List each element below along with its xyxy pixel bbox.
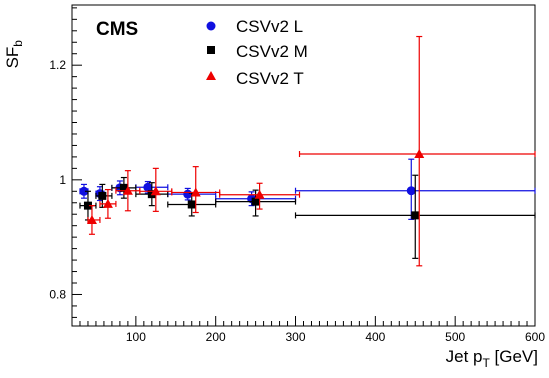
series-csvv2-l	[79, 158, 536, 220]
svg-text:SFb: SFb	[3, 40, 25, 69]
legend-label-csvv2-m: CSVv2 M	[236, 42, 308, 61]
data-point-csvv2-m	[294, 174, 536, 259]
data-point-csvv2-t	[219, 182, 301, 210]
marker-circle	[143, 182, 153, 192]
axes-layer: 100 200 300 400 500 600 0.8 1 1.2	[49, 4, 545, 344]
x-tick-label: 600	[525, 330, 545, 344]
y-axis-title-main: SF	[3, 47, 22, 69]
data-point-csvv2-t	[99, 188, 117, 219]
data-point-csvv2-m	[111, 176, 137, 199]
y-axis-title: SFb	[3, 40, 25, 69]
data-point-csvv2-m	[215, 189, 297, 217]
x-tick-label: 400	[365, 330, 385, 344]
marker-triangle	[254, 189, 265, 199]
legend-entry-csvv2-m: CSVv2 M	[207, 42, 308, 61]
x-tick-label: 500	[445, 330, 465, 344]
data-point-csvv2-m	[79, 190, 97, 221]
marker-triangle	[86, 214, 97, 224]
marker-circle	[406, 186, 416, 196]
marker-triangle	[150, 186, 161, 196]
legend-label-csvv2-t: CSVv2 T	[236, 69, 304, 88]
marker-triangle	[414, 149, 425, 159]
x-tick-label: 300	[286, 330, 306, 344]
x-axis-title-main: Jet p	[446, 347, 483, 366]
legend-entry-csvv2-t: CSVv2 T	[206, 69, 304, 88]
x-tick-label: 200	[206, 330, 226, 344]
data-layer	[79, 35, 536, 267]
y-tick-label: 0.8	[49, 287, 66, 301]
series-csvv2-m	[79, 174, 536, 259]
legend-marker-csvv2-t	[206, 71, 216, 80]
data-point-csvv2-l	[294, 158, 536, 220]
marker-square	[187, 200, 196, 209]
data-point-csvv2-m	[167, 192, 217, 217]
legend-label-csvv2-l: CSVv2 L	[236, 17, 303, 36]
legend-entry-csvv2-l: CSVv2 L	[206, 17, 303, 36]
marker-triangle	[190, 187, 201, 197]
data-point-csvv2-t	[115, 170, 141, 212]
marker-square	[251, 197, 260, 206]
marker-triangle	[122, 185, 133, 195]
x-axis-title-unit: [GeV]	[490, 347, 538, 366]
legend: CSVv2 L CSVv2 M CSVv2 T	[206, 17, 308, 88]
marker-square	[411, 211, 420, 220]
legend-marker-csvv2-l	[206, 21, 216, 31]
x-tick-label: 100	[126, 330, 146, 344]
cms-label: CMS	[96, 19, 138, 40]
marker-circle	[79, 186, 89, 196]
marker-square	[83, 201, 92, 210]
x-axis-title-subscript: T	[482, 356, 490, 370]
legend-marker-csvv2-m	[207, 46, 215, 54]
marker-square	[98, 191, 107, 200]
data-point-csvv2-t	[298, 35, 536, 267]
data-point-csvv2-t	[86, 205, 101, 235]
series-csvv2-t	[86, 35, 536, 267]
x-axis-title: Jet pT [GeV]	[446, 347, 538, 370]
marker-square	[119, 183, 128, 192]
marker-triangle	[102, 198, 113, 208]
y-tick-label: 1.2	[49, 58, 66, 72]
marker-circle	[183, 189, 193, 199]
data-point-csvv2-t	[171, 166, 221, 214]
y-tick-label: 1	[59, 173, 66, 187]
y-axis-title-subscript: b	[11, 40, 25, 47]
